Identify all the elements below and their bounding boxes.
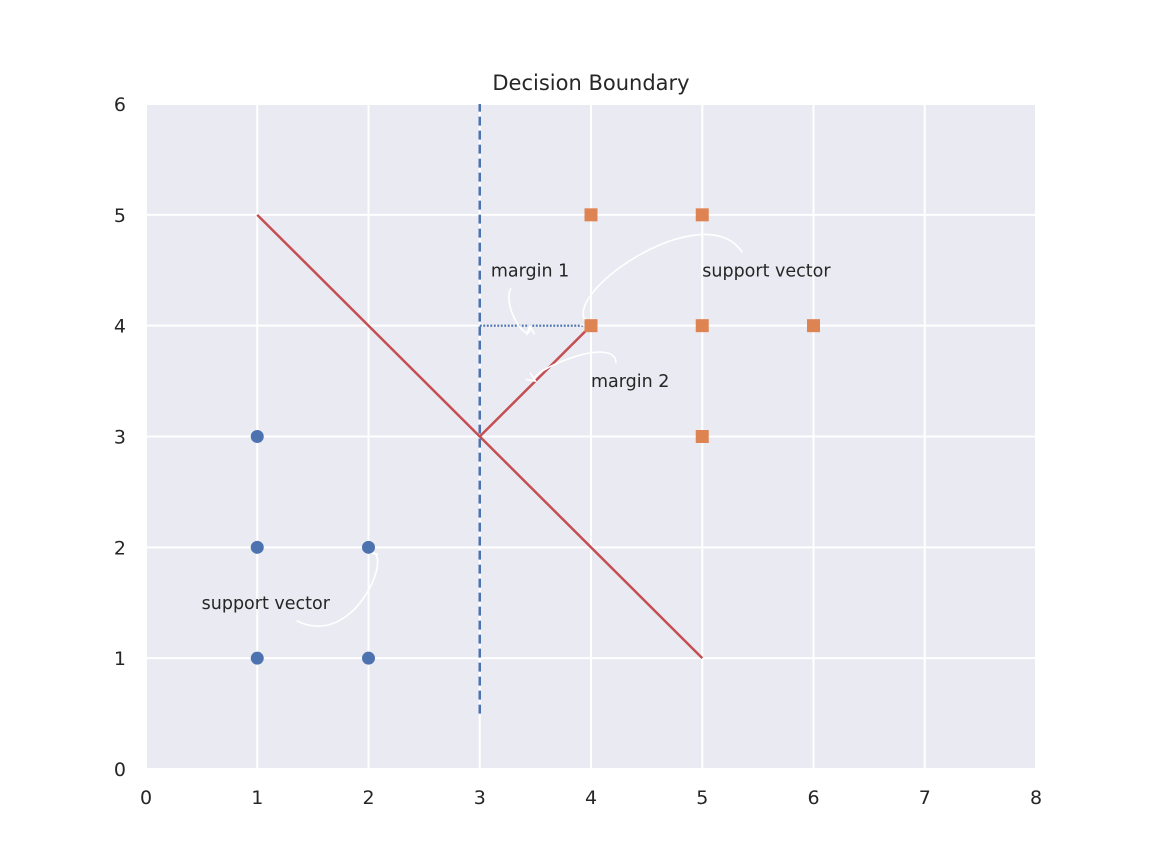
annotation-label: margin 2 [591,372,669,392]
data-point-circle [362,540,375,554]
annotation-arrow [296,551,379,627]
data-point-square [807,319,820,333]
data-points [250,208,820,665]
annotation-label: margin 1 [491,261,569,281]
x-tick-label: 8 [1030,787,1042,809]
data-point-circle [250,430,264,443]
x-tick-label: 5 [696,787,708,809]
data-point-circle [250,651,264,665]
y-tick-label: 6 [114,94,126,116]
chart-title: Decision Boundary [492,71,689,95]
x-tick-label: 3 [474,787,486,809]
arrowhead-icon [525,323,536,336]
x-tick-label: 6 [807,787,819,809]
y-tick-label: 1 [114,648,126,670]
y-tick-label: 0 [114,759,126,781]
x-tick-label: 7 [919,787,931,809]
annotation-arrows [296,233,743,627]
data-point-circle [250,540,264,554]
y-tick-label: 4 [114,316,126,338]
x-tick-label: 0 [140,787,152,809]
y-tick-label: 2 [114,537,126,559]
annotation-label: support vector [702,261,831,281]
x-axis-ticks: 0 1 2 3 4 5 6 7 8 [140,787,1042,809]
y-tick-label: 5 [114,205,126,227]
annotation-arrow [508,287,531,334]
annotations: margin 1 margin 2 support vector support ve… [202,261,832,614]
data-point-circle [362,651,375,665]
data-point-square [695,430,709,443]
annotation-arrow [582,233,743,327]
x-tick-label: 1 [251,787,263,809]
x-tick-label: 2 [362,787,374,809]
y-tick-label: 3 [114,427,126,449]
annotation-label: support vector [202,594,331,614]
x-tick-label: 4 [585,787,597,809]
annotation-arrow [533,351,617,382]
data-point-square [584,319,598,333]
data-point-square [695,319,709,333]
data-point-square [695,208,709,222]
data-point-square [584,208,598,222]
y-axis-ticks: 0 1 2 3 4 5 6 [114,94,126,781]
arrowhead-icon [525,372,538,383]
